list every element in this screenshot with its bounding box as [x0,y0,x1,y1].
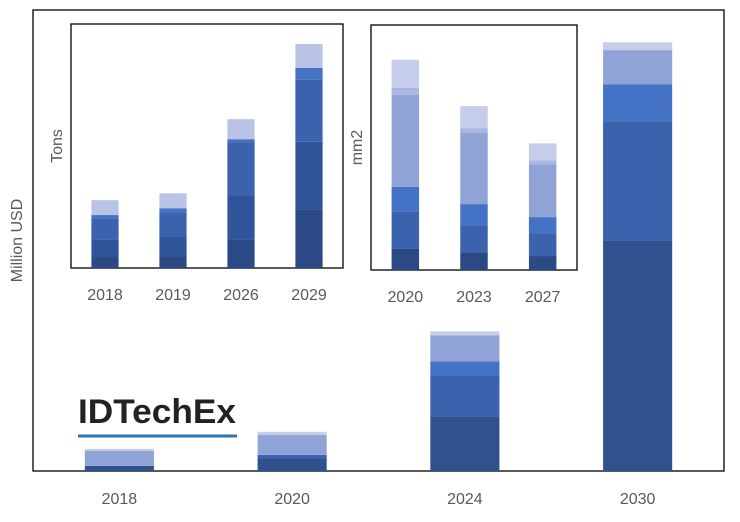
bar-segment [257,435,327,455]
bar-segment [84,465,154,471]
x-tick-label: 2018 [87,287,123,304]
bar-segment [227,139,255,143]
bar-segment [430,416,500,471]
bar-segment [159,256,187,268]
bar-segment [430,335,500,362]
bar-segment [257,454,327,459]
bar-segment [603,240,673,471]
bar-segment [257,431,327,436]
bar-segment [460,204,488,226]
bar-segment [257,458,327,471]
bar-segment [528,233,557,257]
bar-segment [528,256,557,270]
bar-segment [159,237,187,257]
bar-segment [603,84,673,122]
bar-segment [430,361,500,376]
bar-segment [460,133,488,205]
bar-segment [603,50,673,85]
bar-segment [528,217,557,234]
bar-segment [528,143,557,161]
bar-segment [391,186,420,212]
bar-segment [295,209,323,268]
x-tick-label: 2023 [456,289,492,306]
x-tick-label: 2029 [291,287,327,304]
bar-segment [91,218,119,240]
x-tick-label: 2019 [155,287,191,304]
bar-segment [603,42,673,51]
bar-segment [391,211,420,249]
bar-segment [227,119,255,140]
bar-segment [91,215,119,219]
logo: IDTechEx [78,393,236,431]
bar-segment [91,257,119,268]
bar-segment [159,212,187,238]
bar-segment [460,225,488,253]
bar-segment [430,331,500,336]
bar-segment [295,44,323,68]
y-axis-label: Million USD [9,199,26,283]
bar-segment [391,248,420,270]
bar-segment [391,94,420,187]
bar-segment [91,200,119,216]
bar-segment [227,196,255,240]
bar-segment [391,59,420,88]
bar-segment [528,164,557,218]
bar-segment [295,67,323,80]
x-tick-label: 2026 [223,287,259,304]
x-tick-label: 2018 [102,491,138,508]
bar-segment [91,239,119,258]
x-tick-label: 2020 [274,491,310,508]
bar-segment [295,79,323,142]
bar-segment [84,450,154,466]
x-tick-label: 2030 [620,491,656,508]
bar-segment [391,87,420,95]
y-axis-label: mm2 [349,130,366,166]
bar-segment [430,375,500,417]
bar-segment [159,193,187,209]
x-tick-label: 2024 [447,491,483,508]
bar-segment [159,208,187,213]
y-axis-label: Tons [49,129,66,163]
bar-segment [460,106,488,129]
bar-segment [603,121,673,241]
bar-segment [460,128,488,134]
bar-segment [227,239,255,268]
bar-segment [84,448,154,451]
bar-segment [227,142,255,197]
bar-segment [295,141,323,210]
x-tick-label: 2020 [388,289,424,306]
x-tick-label: 2027 [525,289,561,306]
bar-segment [460,252,488,270]
bar-segment [528,160,557,165]
